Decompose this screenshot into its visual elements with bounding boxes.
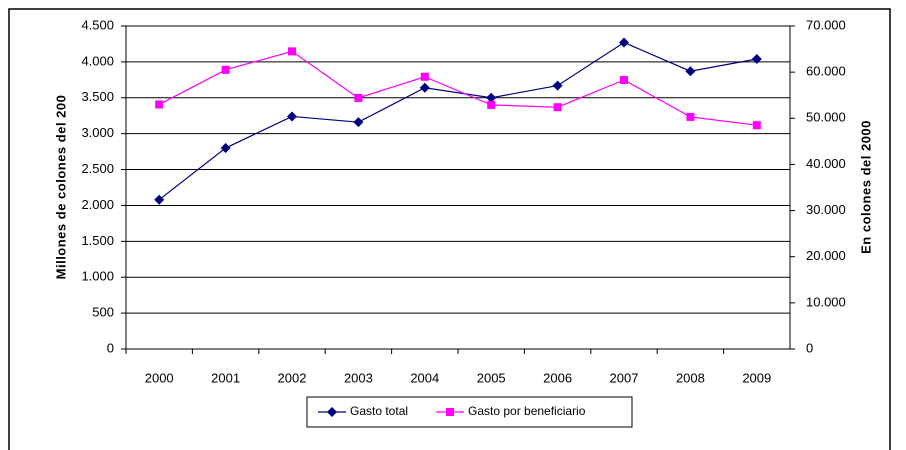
point [446, 408, 454, 416]
point [287, 111, 297, 122]
y-axis-title: Millones de colones del 200 [53, 95, 68, 280]
y-tick-label: 1.500 [81, 233, 114, 248]
y-tick-label: 2.500 [81, 161, 114, 176]
point [686, 112, 695, 121]
x-tick-label: 2000 [145, 370, 174, 385]
x-tick-label: 2007 [610, 370, 639, 385]
y-tick-label: 3.000 [81, 125, 114, 140]
y-tick-label: 1.000 [81, 269, 114, 284]
legend-label: Gasto total [350, 404, 408, 418]
y2-tick-label: 50.000 [806, 110, 846, 125]
point [221, 65, 230, 74]
point [288, 47, 296, 56]
point [619, 37, 629, 48]
x-tick-label: 2004 [410, 370, 439, 385]
point [685, 66, 696, 77]
point [486, 92, 497, 103]
y2-tick-label: 30.000 [806, 202, 846, 217]
point [752, 121, 761, 130]
x-tick-label: 2002 [278, 370, 307, 385]
legend-box [306, 396, 633, 428]
point [620, 75, 628, 84]
series-line [158, 50, 757, 126]
legend-label: Gasto por beneficiario [468, 404, 586, 418]
point [487, 100, 496, 109]
y2-tick-label: 70.000 [806, 17, 846, 32]
point [327, 407, 337, 417]
y2-tick-label: 20.000 [806, 248, 846, 263]
y2-tick-label: 40.000 [806, 156, 846, 171]
point [154, 194, 165, 205]
x-tick-label: 2003 [344, 370, 373, 385]
x-tick-label: 2006 [543, 370, 572, 385]
chart-frame [8, 8, 891, 450]
point [552, 80, 563, 91]
y2-tick-label: 60.000 [806, 64, 846, 79]
y2-tick-label: 10.000 [806, 294, 846, 309]
y-tick-label: 2.000 [81, 197, 114, 212]
x-tick-label: 2008 [676, 370, 705, 385]
y-tick-label: 3.500 [81, 89, 114, 104]
point [155, 100, 164, 109]
series-line [158, 41, 757, 201]
y-tick-label: 0 [107, 340, 114, 355]
y-tick-label: 4.500 [81, 17, 114, 32]
point [420, 72, 429, 81]
x-tick-label: 2001 [211, 370, 240, 385]
x-tick-label: 2005 [477, 370, 506, 385]
point [751, 54, 762, 65]
point [220, 143, 231, 154]
x-tick-label: 2009 [742, 370, 771, 385]
point [419, 82, 430, 93]
y-tick-label: 500 [92, 305, 114, 320]
y2-tick-label: 0 [806, 340, 813, 355]
y2-axis-title: En colones del 2000 [858, 120, 873, 254]
point [354, 93, 363, 102]
y-tick-label: 4.000 [81, 53, 114, 68]
point [553, 103, 562, 112]
point [353, 117, 364, 128]
